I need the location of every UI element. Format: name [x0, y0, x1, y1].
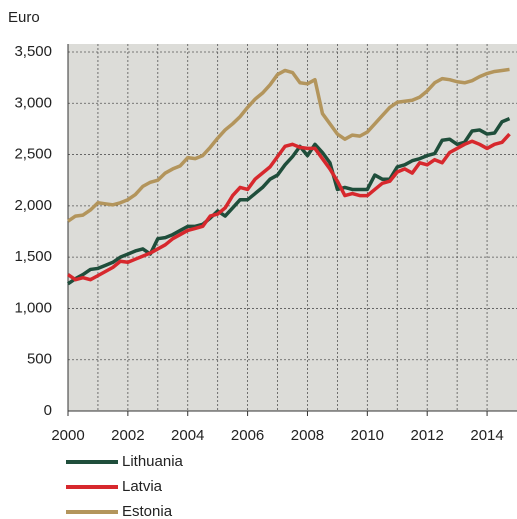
y-tick-label: 2,500: [14, 146, 52, 163]
plot-background: [68, 44, 517, 411]
x-tick-label: 2010: [351, 427, 384, 444]
y-tick-label: 1,000: [14, 299, 52, 316]
y-tick-label: 2,000: [14, 197, 52, 214]
y-tick-label: 500: [27, 351, 52, 368]
y-tick-label: 3,500: [14, 43, 52, 60]
y-axis-label: Euro: [8, 9, 40, 26]
series-line: [67, 132, 511, 282]
legend-label: Latvia: [122, 478, 163, 495]
x-tick-label: 2012: [411, 427, 444, 444]
x-tick-label: 2008: [291, 427, 324, 444]
x-tick-label: 2002: [111, 427, 144, 444]
x-tick-label: 2004: [171, 427, 204, 444]
legend-label: Lithuania: [122, 453, 184, 470]
legend-label: Estonia: [122, 503, 173, 519]
y-tick-label: 1,500: [14, 248, 52, 265]
series-line: [67, 67, 510, 223]
y-tick-label: 0: [44, 402, 52, 419]
x-tick-label: 2000: [51, 427, 84, 444]
y-tick-label: 3,000: [14, 94, 52, 111]
x-tick-label: 2006: [231, 427, 264, 444]
x-tick-label: 2014: [470, 427, 503, 444]
series-line: [67, 117, 511, 286]
